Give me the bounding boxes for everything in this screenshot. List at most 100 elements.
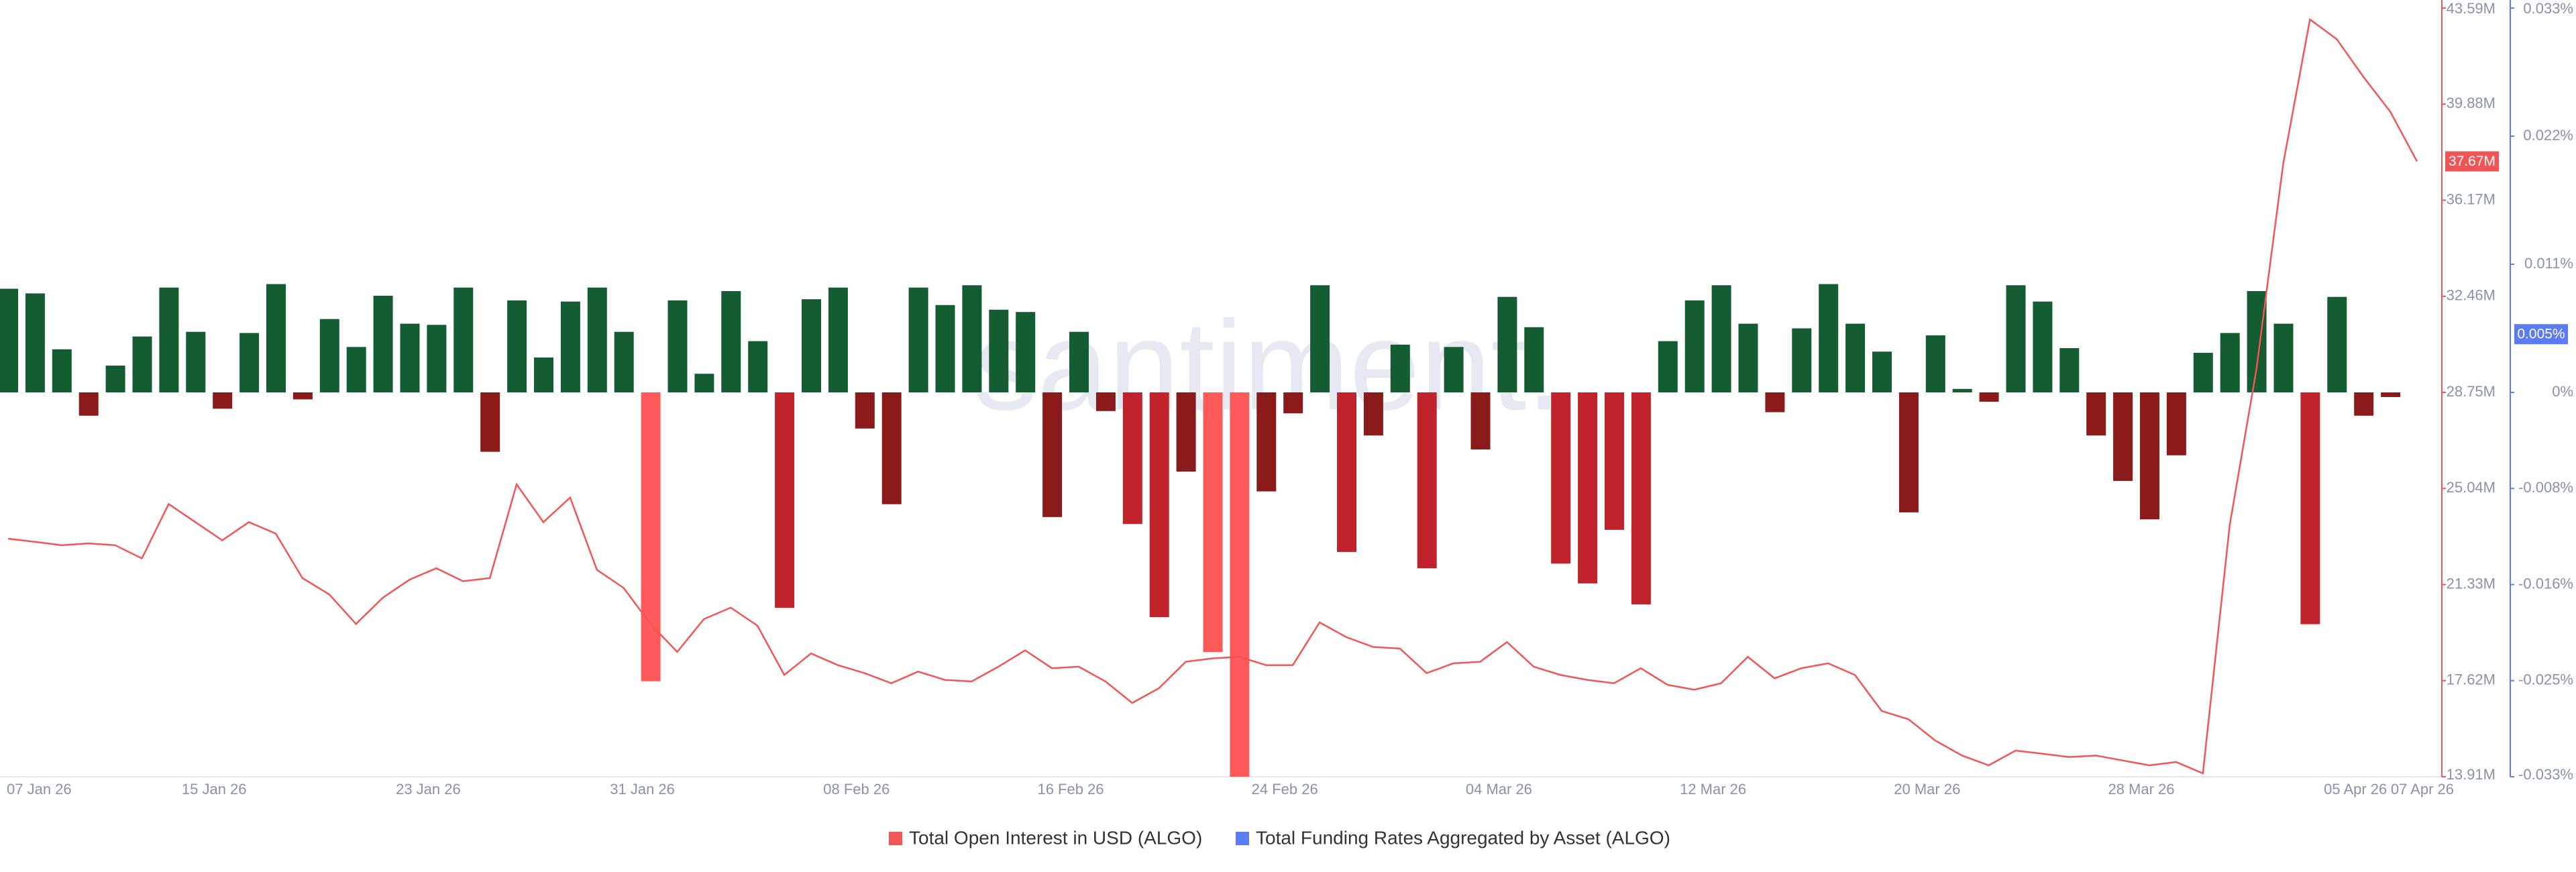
y2-tick-label: -0.025% [2518,671,2573,688]
bar [2354,392,2374,416]
y2-tick-label: 0% [2552,383,2573,400]
bar [1524,327,1544,392]
bar [1898,392,1919,512]
bar [2300,392,2320,624]
x-tick-label: 20 Mar 26 [1894,781,1960,798]
bar [427,325,447,392]
bar [400,323,420,392]
x-tick-label: 12 Mar 26 [1680,781,1746,798]
bar [453,287,474,392]
bar [2220,333,2240,392]
bar [319,319,339,392]
y2-tick-label: 0.011% [2524,255,2573,272]
bar [1310,285,1330,392]
bar [25,293,45,392]
bar [1337,392,1356,552]
bar [1819,284,1839,392]
x-tick-label: 24 Feb 26 [1252,781,1318,798]
bar [587,287,607,392]
bar [132,336,152,392]
bar [828,287,848,392]
bar [1417,392,1437,569]
bar [748,341,768,392]
bar [935,305,955,392]
bar [78,392,99,416]
bar [1176,392,1196,472]
line [7,17,2418,775]
bar [1122,392,1142,525]
bar [2086,392,2106,436]
y2-tick-label: -0.008% [2518,479,2573,496]
bar [373,295,393,392]
y-tick-label: 13.91M [2447,766,2496,783]
bar [2327,296,2347,392]
x-tick-label: 31 Jan 26 [610,781,675,798]
bar [908,287,928,392]
x-tick-label: 07 Apr 26 [2391,781,2454,798]
bar [2006,285,2026,392]
bar [1925,335,1945,392]
bar [641,392,661,682]
bar [2247,290,2267,392]
bar [480,392,500,452]
bar [1684,300,1705,392]
bar [1283,392,1303,414]
y2-tick-label: 0.022% [2523,127,2573,144]
bar [213,392,233,409]
current-label: 37.67M [2449,154,2496,169]
bar [292,392,313,400]
y-tick-label: 43.59M [2447,0,2496,17]
bar [0,288,18,392]
bar [614,331,634,392]
bar [266,284,286,392]
y-tick-label: 28.75M [2447,383,2496,400]
x-tick-label: 23 Jan 26 [396,781,461,798]
bar [1444,347,1464,392]
bar [507,300,527,392]
y2-tick-label: 0.033% [2523,0,2573,17]
bar [1979,392,1999,402]
bar [1390,344,1410,392]
current-badge [2514,324,2568,345]
bar [186,331,206,392]
x-tick-label: 15 Jan 26 [182,781,247,798]
bar [1765,392,1785,413]
bar [802,299,821,392]
bar [1363,392,1383,436]
bar [667,300,688,392]
y-tick-label: 25.04M [2447,479,2496,496]
y2-tick-label: -0.033% [2518,766,2573,783]
y2-tick-label: -0.016% [2518,575,2573,592]
x-tick-label: 07 Jan 26 [7,781,72,798]
bar [694,374,714,392]
current-label: 0.005% [2517,327,2565,342]
y-tick-label: 36.17M [2447,190,2496,207]
bar [2033,301,2053,392]
bar [1845,323,1866,392]
bar [1872,351,1892,392]
bar [2140,392,2159,520]
y-tick-label: 32.46M [2447,287,2496,304]
bar [2273,323,2294,392]
bar [1631,392,1651,605]
bar [1711,285,1731,392]
x-tick-label: 04 Mar 26 [1466,781,1532,798]
bar [1203,392,1223,653]
legend-label: Total Funding Rates Aggregated by Asset … [1256,827,1670,848]
x-tick-label: 16 Feb 26 [1037,781,1104,798]
x-tick-label: 05 Apr 26 [2324,781,2387,798]
bar [1149,392,1169,618]
bar [775,392,795,608]
bar [1042,392,1063,517]
legend-swatch [889,832,902,845]
bar [560,301,580,392]
bar [1551,392,1571,564]
bar [346,347,366,392]
bar [2113,392,2133,481]
bar [855,392,875,429]
bar [1497,296,1517,392]
bar [1605,392,1624,530]
bar [1470,392,1491,450]
bar [1792,328,1812,392]
